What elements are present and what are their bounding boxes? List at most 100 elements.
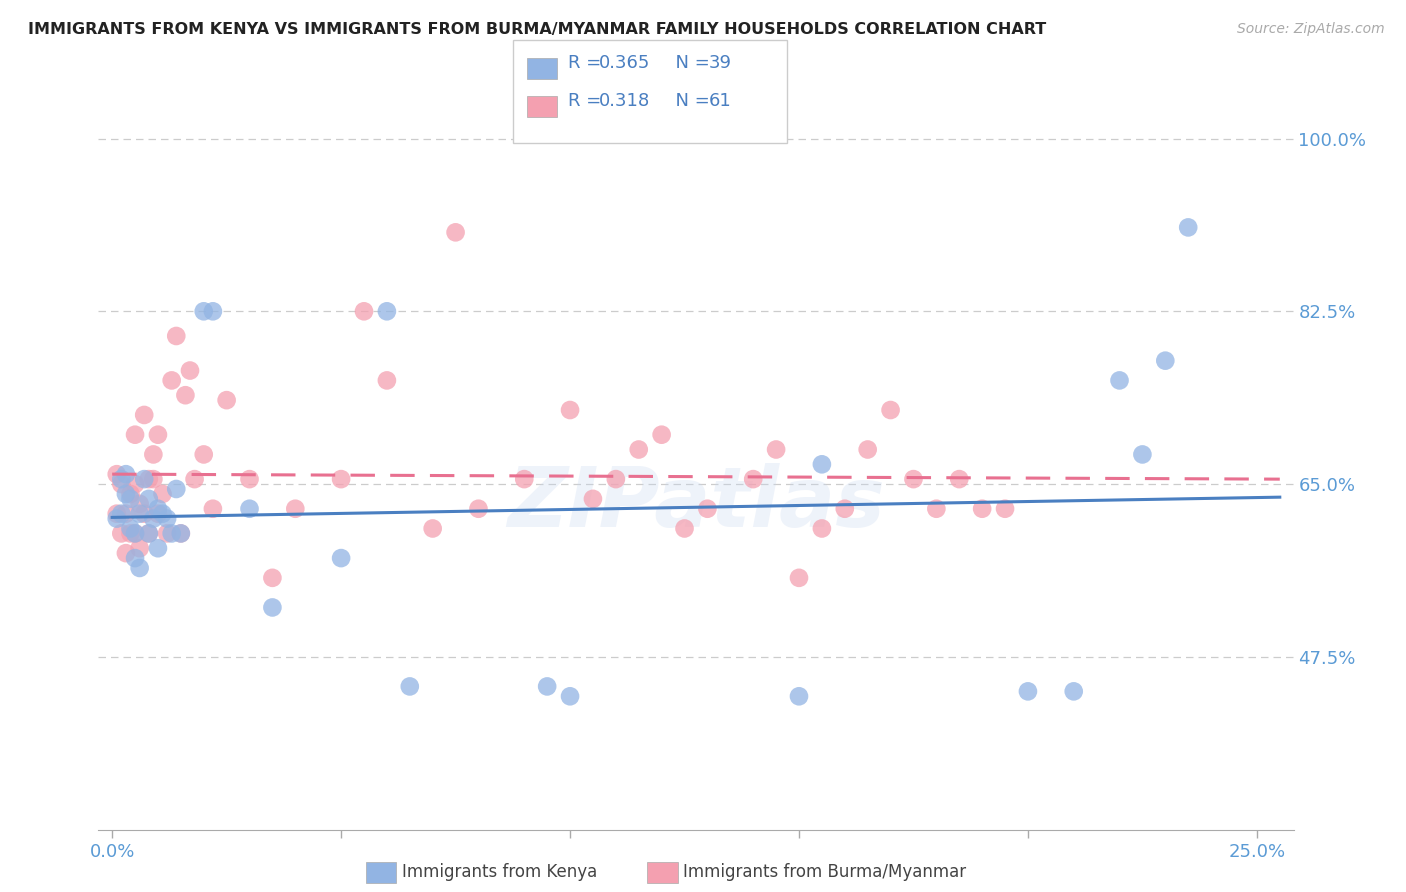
Point [444, 225, 467, 239]
Point [787, 690, 810, 704]
Point [1177, 220, 1199, 235]
Point [124, 427, 146, 442]
Point [582, 491, 605, 506]
Point [879, 403, 901, 417]
Point [115, 546, 138, 560]
Point [115, 467, 138, 482]
Point [134, 472, 156, 486]
Point [110, 507, 132, 521]
Point [115, 487, 138, 501]
Point [238, 472, 260, 486]
Point [120, 487, 142, 501]
Point [142, 472, 165, 486]
Point [174, 388, 197, 402]
Point [124, 551, 146, 566]
Point [811, 521, 834, 535]
Point [146, 427, 169, 442]
Point [165, 482, 187, 496]
Point [146, 501, 169, 516]
Point [1132, 447, 1154, 461]
Point [170, 526, 193, 541]
Point [201, 501, 224, 516]
Point [330, 551, 353, 566]
Point [193, 447, 215, 461]
Point [128, 541, 150, 556]
Point [124, 526, 146, 541]
Point [972, 501, 994, 516]
Point [627, 442, 650, 457]
Point [152, 507, 174, 521]
Point [811, 458, 834, 472]
Point [170, 526, 193, 541]
Point [183, 472, 205, 486]
Point [558, 690, 581, 704]
Point [160, 526, 183, 541]
Point [1154, 353, 1177, 368]
Point [138, 526, 160, 541]
Point [398, 680, 420, 694]
Point [128, 507, 150, 521]
Point [513, 472, 536, 486]
Point [146, 507, 169, 521]
Point [903, 472, 925, 486]
Text: 39: 39 [709, 54, 731, 72]
Point [284, 501, 307, 516]
Point [105, 511, 128, 525]
Point [201, 304, 224, 318]
Point [262, 571, 284, 585]
Point [765, 442, 787, 457]
Point [165, 329, 187, 343]
Text: N =: N = [664, 54, 716, 72]
Point [994, 501, 1017, 516]
Text: N =: N = [664, 92, 716, 110]
Point [834, 501, 856, 516]
Point [128, 497, 150, 511]
Point [605, 472, 627, 486]
Text: Source: ZipAtlas.com: Source: ZipAtlas.com [1237, 22, 1385, 37]
Point [120, 521, 142, 535]
Point [156, 526, 179, 541]
Point [215, 393, 238, 408]
Point [673, 521, 696, 535]
Point [422, 521, 444, 535]
Text: 0.365: 0.365 [599, 54, 651, 72]
Point [110, 526, 132, 541]
Point [696, 501, 718, 516]
Point [110, 472, 132, 486]
Point [160, 373, 183, 387]
Point [142, 511, 165, 525]
Point [134, 507, 156, 521]
Point [856, 442, 879, 457]
Point [536, 680, 558, 694]
Point [128, 561, 150, 575]
Point [146, 541, 169, 556]
Point [142, 447, 165, 461]
Point [115, 507, 138, 521]
Text: R =: R = [568, 54, 607, 72]
Point [134, 408, 156, 422]
Point [1063, 684, 1085, 698]
Point [179, 363, 201, 377]
Text: IMMIGRANTS FROM KENYA VS IMMIGRANTS FROM BURMA/MYANMAR FAMILY HOUSEHOLDS CORRELA: IMMIGRANTS FROM KENYA VS IMMIGRANTS FROM… [28, 22, 1046, 37]
Point [193, 304, 215, 318]
Point [651, 427, 673, 442]
Text: 0.318: 0.318 [599, 92, 650, 110]
Text: ZIPatlas: ZIPatlas [508, 463, 884, 544]
Point [330, 472, 353, 486]
Point [238, 501, 260, 516]
Text: R =: R = [568, 92, 607, 110]
Text: Immigrants from Kenya: Immigrants from Kenya [402, 863, 598, 881]
Point [375, 373, 398, 387]
Point [1108, 373, 1130, 387]
Point [742, 472, 765, 486]
Point [110, 477, 132, 491]
Point [152, 487, 174, 501]
Point [262, 600, 284, 615]
Point [124, 477, 146, 491]
Point [105, 507, 128, 521]
Point [138, 472, 160, 486]
Point [1017, 684, 1039, 698]
Point [156, 511, 179, 525]
Point [124, 526, 146, 541]
Point [138, 526, 160, 541]
